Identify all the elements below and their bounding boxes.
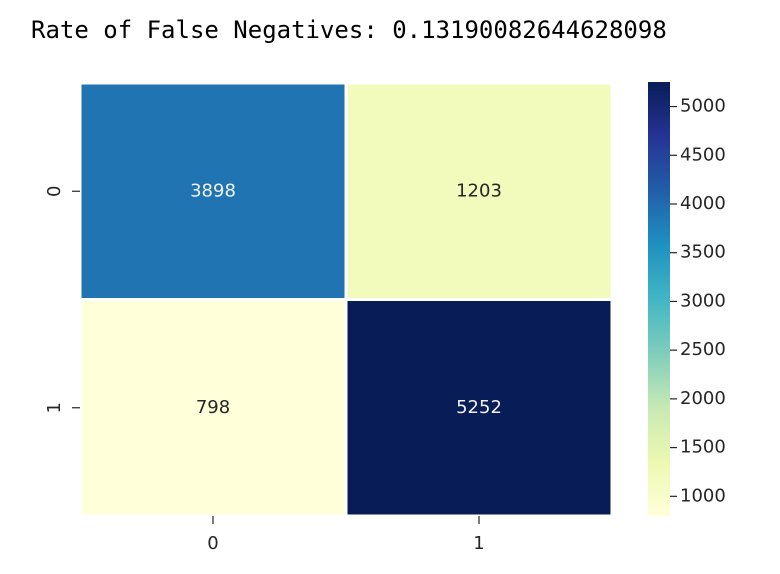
output-text: Rate of False Negatives: 0.1319008264462… — [31, 16, 667, 44]
heatmap-cell — [78, 298, 348, 518]
heatmap-cells: 3898 1203 798 5252 — [78, 81, 614, 518]
colorbar-tick-label: 1000 — [680, 485, 726, 506]
colorbar-tick-label: 2500 — [680, 339, 726, 360]
y-tick-label: 1 — [44, 402, 65, 413]
colorbar-tick-label: 1500 — [680, 437, 726, 458]
colorbar-axis: 1000 1500 2000 2500 3000 3500 4000 4500 5000 — [670, 96, 726, 506]
colorbar — [648, 82, 670, 516]
y-axis: 01 — [44, 186, 80, 413]
cell-value-label: 5252 — [456, 397, 502, 418]
colorbar-tick-label: 3000 — [680, 290, 726, 311]
x-tick-label: 0 — [207, 533, 218, 554]
cell-value-label: 1203 — [456, 180, 502, 201]
heatmap-cell — [344, 81, 614, 301]
y-tick-label: 0 — [44, 186, 65, 197]
colorbar-tick-label: 4000 — [680, 193, 726, 214]
cell-value-label: 798 — [196, 397, 230, 418]
heatmap-cell — [344, 298, 614, 518]
colorbar-tick-label: 3500 — [680, 242, 726, 263]
cell-value-label: 3898 — [190, 180, 236, 201]
colorbar-tick-label: 5000 — [680, 96, 726, 117]
colorbar-tick-label: 2000 — [680, 388, 726, 409]
x-tick-label: 1 — [473, 533, 484, 554]
colorbar-tick-label: 4500 — [680, 144, 726, 165]
